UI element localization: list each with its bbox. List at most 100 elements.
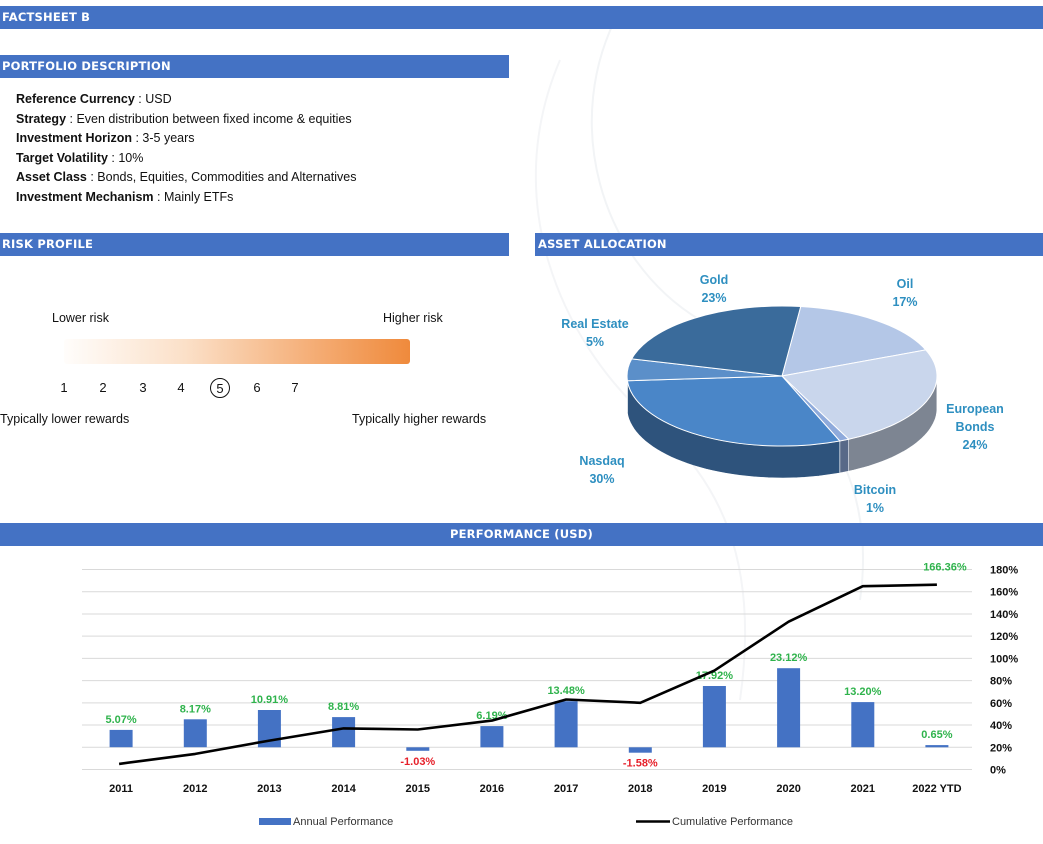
portfolio-description-header: PORTFOLIO DESCRIPTION — [0, 55, 509, 78]
cumulative-line — [118, 583, 937, 766]
portfolio-row-label: Investment Horizon — [16, 131, 132, 145]
annual-bar-2021 — [851, 702, 875, 748]
x-tick-label: 2019 — [702, 783, 726, 795]
x-tick-label: 2022 YTD — [912, 783, 961, 795]
annual-bar-2013 — [257, 710, 281, 748]
risk-level: 1 — [60, 380, 68, 395]
pie-label-real-estate: Real Estate 5% — [561, 317, 628, 349]
pie-label-gold: Gold 23% — [700, 273, 728, 305]
bar-data-label: 17.92% — [696, 670, 734, 682]
x-tick-label: 2014 — [331, 783, 356, 795]
pie-slice-oil — [781, 305, 927, 377]
pie-slice-european-bonds — [780, 349, 938, 440]
y-tick-label: 60% — [990, 698, 1012, 710]
x-tick-label: 2017 — [554, 783, 578, 795]
pie-label-oil: Oil 17% — [892, 277, 917, 309]
pie-label-european-bonds: European Bonds 24% — [946, 402, 1004, 452]
x-tick-label: 2015 — [406, 783, 430, 795]
y-tick-label: 100% — [990, 653, 1018, 665]
cumulative-end-label: 166.36% — [923, 562, 967, 574]
performance-header: PERFORMANCE (USD) — [0, 523, 1043, 546]
chart-legend: Annual Performance Cumulative Performance — [259, 816, 793, 828]
factsheet-title: FACTSHEET B — [0, 6, 1043, 29]
higher-rewards-label: Typically higher rewards — [352, 412, 487, 426]
x-tick-label: 2012 — [183, 783, 207, 795]
portfolio-row: Strategy : Even distribution between fix… — [16, 110, 356, 130]
portfolio-row: Target Volatility : 10% — [16, 149, 356, 169]
y-tick-label: 160% — [990, 587, 1018, 599]
higher-risk-label: Higher risk — [383, 311, 443, 325]
portfolio-row-label: Investment Mechanism — [16, 189, 154, 204]
portfolio-row: Asset Class : Bonds, Equities, Commoditi… — [16, 168, 356, 188]
x-tick-label: 2011 — [109, 783, 133, 795]
risk-profile-header: RISK PROFILE — [0, 233, 509, 256]
bar-data-label: 5.07% — [105, 714, 136, 726]
bar-data-label: 23.12% — [770, 652, 808, 664]
legend-cumulative-label: Cumulative Performance — [672, 816, 793, 828]
lower-rewards-label: Typically lower rewards — [0, 412, 130, 426]
x-tick-label: 2018 — [628, 783, 652, 795]
bar-data-label: -1.58% — [623, 758, 658, 770]
bar-data-label: 10.91% — [251, 694, 289, 706]
bar-data-label: 13.48% — [547, 685, 585, 697]
bar-data-label: 8.81% — [328, 701, 359, 713]
portfolio-description: Reference Currency : USD Strategy : Even … — [16, 90, 356, 207]
risk-level: 4 — [177, 380, 185, 395]
annual-bar-2016 — [480, 726, 504, 748]
portfolio-row: Investment Mechanism : Mainly ETFs — [16, 188, 356, 208]
x-tick-label: 2016 — [480, 783, 504, 795]
asset-allocation-pie-chart: Oil 17% European Bonds 24% Bitcoin 1% Nasdaq 30%… — [561, 273, 1004, 515]
portfolio-row-value: : 3-5 years — [132, 131, 195, 145]
pie-label-bitcoin: Bitcoin 1% — [854, 483, 896, 515]
annual-bar-2020 — [777, 668, 801, 748]
y-tick-label: 180% — [990, 565, 1018, 577]
bar-data-label: 0.65% — [921, 729, 952, 741]
lower-risk-label: Lower risk — [52, 311, 109, 325]
portfolio-row-value: : Bonds, Equities, Commodities and Alter… — [86, 170, 357, 184]
y-tick-label: 140% — [990, 609, 1018, 621]
performance-chart: 0% 20% 40% 60% 80% 100% 120% 140% 160% 180% 5.07% 8… — [82, 562, 1018, 828]
portfolio-row-label: Asset Class — [16, 170, 87, 184]
risk-level: 3 — [139, 380, 147, 395]
annual-bar-2015 — [406, 747, 430, 751]
annual-bar-2014 — [332, 717, 356, 748]
annual-bar-2022-ytd — [925, 745, 949, 748]
risk-level: 2 — [99, 380, 107, 395]
portfolio-row: Investment Horizon : 3-5 years — [16, 129, 356, 149]
portfolio-row-value: : Mainly ETFs — [153, 189, 234, 204]
asset-allocation-header: ASSET ALLOCATION — [535, 233, 1043, 256]
annual-bar-2018 — [628, 747, 652, 753]
portfolio-row: Reference Currency : USD — [16, 90, 356, 110]
legend-annual-label: Annual Performance — [293, 816, 393, 828]
y-tick-label: 0% — [990, 765, 1006, 777]
y-tick-label: 40% — [990, 720, 1012, 732]
y-tick-label: 120% — [990, 631, 1018, 643]
pie-slice-gold — [630, 305, 802, 377]
portfolio-row-label: Target Volatility — [16, 150, 108, 165]
pie-label-nasdaq: Nasdaq 30% — [579, 454, 624, 486]
annual-bar-2011 — [109, 729, 133, 748]
annual-bar-2012 — [183, 719, 207, 748]
risk-level: 6 — [253, 380, 261, 395]
risk-scale: 1 2 3 4 5 6 7 — [0, 378, 509, 400]
pie-side-bitcoin — [839, 438, 849, 474]
legend-bar-swatch — [259, 818, 291, 825]
y-tick-label: 80% — [990, 676, 1012, 688]
y-tick-label: 20% — [990, 742, 1012, 754]
pie-slice-nasdaq — [626, 375, 841, 447]
bar-data-label: 8.17% — [180, 703, 211, 715]
portfolio-row-value: : USD — [134, 92, 172, 106]
risk-level-selected: 5 — [210, 378, 230, 398]
bar-data-label: 13.20% — [844, 686, 882, 698]
annual-bar-2019 — [702, 686, 726, 748]
portfolio-row-value: : 10% — [107, 150, 144, 165]
x-tick-label: 2013 — [257, 783, 281, 795]
portfolio-row-value: : Even distribution between fixed income… — [66, 111, 352, 126]
bar-data-label: -1.03% — [400, 756, 435, 768]
x-tick-label: 2021 — [851, 783, 875, 795]
portfolio-row-label: Reference Currency — [16, 92, 135, 106]
portfolio-row-label: Strategy — [16, 111, 67, 126]
risk-gradient-bar — [64, 339, 410, 364]
x-tick-label: 2020 — [776, 783, 800, 795]
risk-level: 7 — [291, 380, 299, 395]
